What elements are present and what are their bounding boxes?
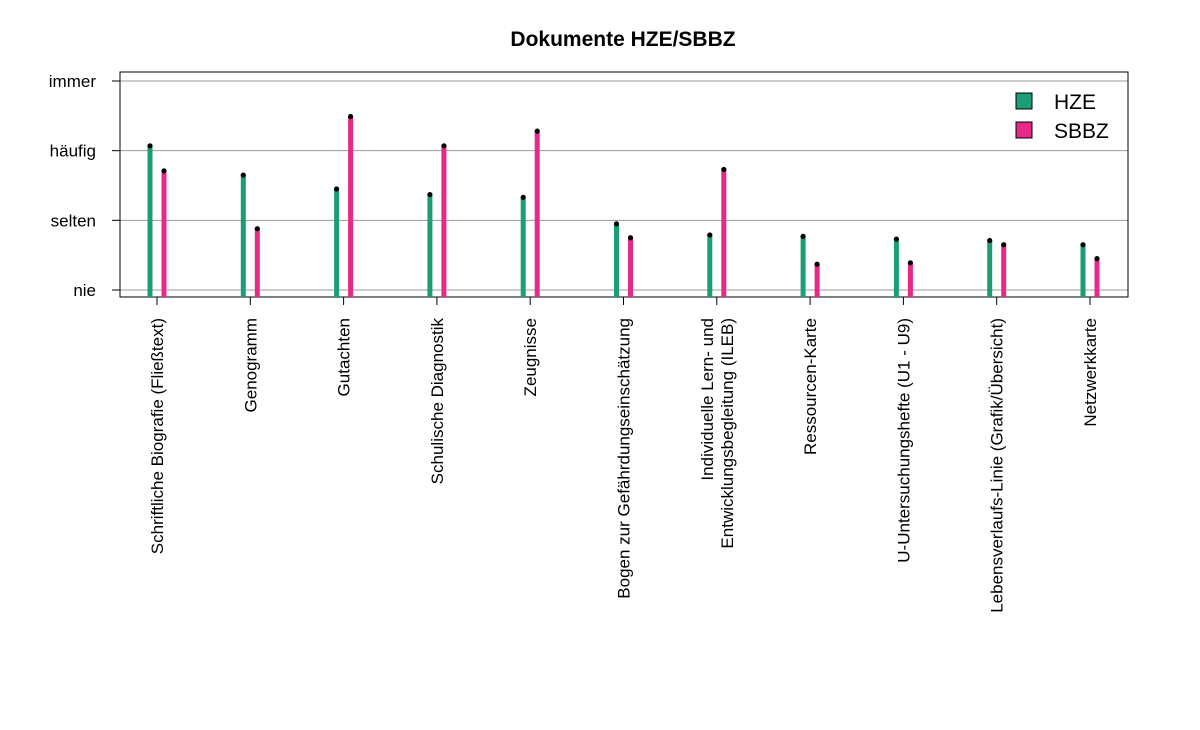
bar-sbbz (1001, 244, 1007, 297)
bar-point-sbbz (814, 261, 820, 267)
bar-sbbz (441, 145, 447, 297)
bar-hze (800, 236, 806, 297)
bar-sbbz (534, 131, 540, 297)
bar-point-sbbz (348, 113, 354, 120)
bars (147, 113, 1100, 297)
bar-point-sbbz (1001, 242, 1007, 248)
bar-sbbz (254, 228, 260, 297)
bar-sbbz (161, 170, 167, 297)
bar-hze (707, 234, 713, 297)
legend: HZE SBBZ (1015, 91, 1109, 143)
x-tick-label: Gutachten (335, 318, 354, 396)
bar-point-hze (613, 221, 620, 227)
gridlines (120, 80, 1128, 291)
bar-sbbz (814, 264, 820, 297)
x-tick-label: Ressourcen-Karte (801, 318, 820, 455)
bar-sbbz (628, 237, 633, 297)
x-tick-label: Schulische Diagnostik (428, 318, 447, 485)
bar-point-sbbz (721, 166, 727, 173)
x-tick-label: Netzwerkkarte (1081, 318, 1100, 427)
y-tick-label: selten (51, 211, 96, 230)
bar-sbbz (907, 262, 913, 297)
chart-title: Dokumente HZE/SBBZ (510, 28, 735, 51)
legend-label-sbbz: SBBZ (1054, 120, 1109, 143)
bar-point-hze (147, 143, 153, 149)
bar-sbbz (721, 169, 727, 297)
legend-label-hze: HZE (1054, 91, 1096, 114)
x-tick-label: Zeugnisse (521, 318, 540, 396)
bar-point-sbbz (254, 226, 260, 232)
bar-point-sbbz (534, 128, 540, 134)
bar-hze (240, 175, 246, 297)
x-tick-label: U-Untersuchungshefte (U1 - U9) (894, 318, 913, 563)
legend-swatch-sbbz (1015, 121, 1033, 139)
bar-hze (614, 223, 619, 297)
x-tick-label: Schriftliche Biografie (Fließtext) (148, 318, 167, 554)
bar-point-sbbz (441, 143, 447, 149)
x-tick-label: Genogramm (241, 318, 260, 412)
bar-sbbz (1094, 258, 1100, 297)
bar-point-hze (520, 194, 526, 200)
bar-point-hze (893, 236, 900, 242)
bar-hze (334, 188, 340, 297)
bar-point-sbbz (161, 168, 167, 174)
bar-hze (987, 240, 993, 297)
bar-point-hze (334, 186, 340, 192)
bar-hze (893, 239, 899, 297)
bar-point-hze (707, 232, 713, 238)
x-tick-label: Bogen zur Gefährdungseinschätzung (615, 318, 634, 599)
bar-point-hze (800, 233, 806, 239)
bar-hze (1080, 244, 1086, 297)
bar-hze (520, 197, 526, 297)
bar-point-hze (987, 237, 993, 244)
y-tick-label: immer (49, 72, 97, 91)
bar-point-sbbz (907, 260, 914, 266)
legend-swatch-hze (1015, 92, 1033, 110)
bar-hze (147, 145, 153, 297)
plot-frame (119, 71, 1129, 298)
x-tick-label: Individuelle Lern- und (698, 318, 717, 481)
y-tick-label: nie (73, 281, 96, 300)
bar-point-hze (427, 191, 433, 198)
y-axis: nie selten häufig immer (49, 72, 121, 300)
bar-point-sbbz (627, 235, 634, 241)
bar-point-sbbz (1094, 256, 1100, 262)
x-axis: Schriftliche Biografie (Fließtext) Genogr… (148, 297, 1100, 613)
x-tick-label: Lebensverlaufs-Linie (Grafik/Übersicht) (988, 318, 1007, 613)
y-tick-label: häufig (50, 142, 96, 161)
bar-hze (427, 194, 433, 297)
bar-sbbz (348, 116, 354, 297)
bar-point-hze (240, 172, 246, 178)
bar-point-hze (1080, 242, 1086, 248)
x-tick-label: Entwicklungsbegleitung (ILEB) (718, 318, 737, 549)
